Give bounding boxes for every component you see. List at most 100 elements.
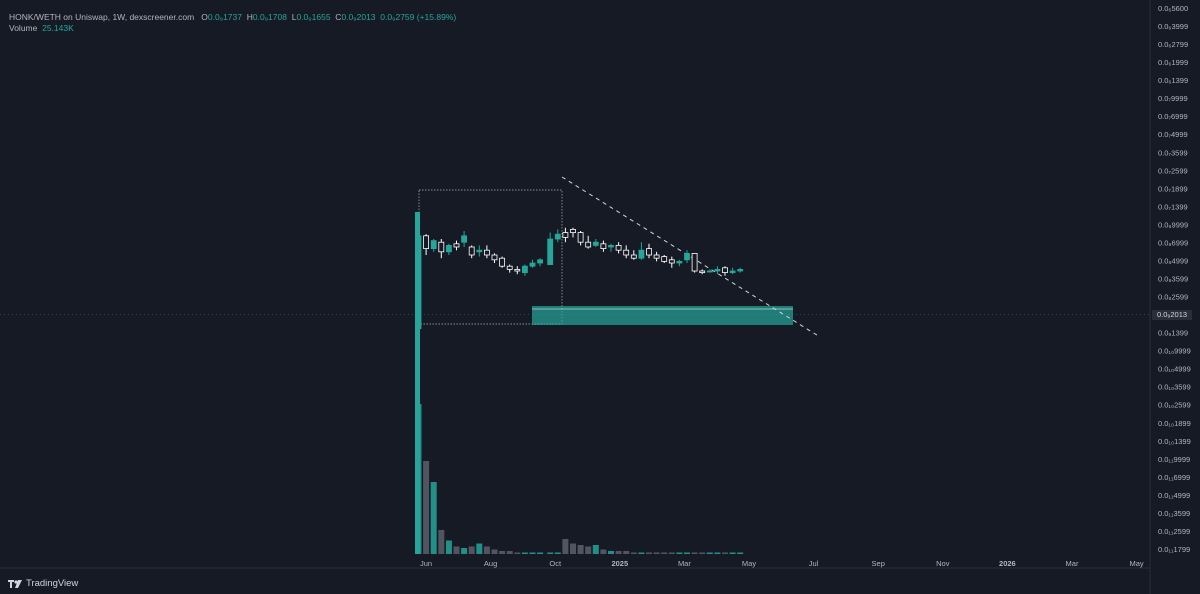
candle-body — [537, 259, 543, 264]
price-tick-label: 0.0₆5600 — [1158, 4, 1188, 13]
price-tick-label: 0.0₆1399 — [1158, 76, 1188, 85]
volume-bar — [483, 546, 490, 554]
price-tick-label: 0.0₁₁3599 — [1158, 509, 1190, 518]
volume-legend: Volume 25.143K — [9, 23, 74, 33]
volume-bar — [506, 551, 513, 554]
candle-body — [483, 249, 490, 256]
candle-body — [714, 268, 721, 272]
volume-bar — [562, 539, 569, 554]
volume-bar — [445, 540, 452, 554]
drawings — [418, 176, 821, 338]
candle-body — [699, 270, 706, 274]
candle-body — [445, 244, 452, 253]
low-value: 0.0₉1655 — [296, 12, 331, 22]
candle-body — [499, 257, 506, 267]
price-tick-label: 0.0₁₀3599 — [1158, 383, 1191, 392]
price-tick-label: 0.0₁₁2599 — [1158, 527, 1190, 536]
descending-trendline[interactable] — [561, 176, 821, 338]
symbol-title: HONK/WETH on Uniswap, 1W, dexscreener.co… — [9, 12, 195, 22]
close-value: 0.0₉2013 — [341, 12, 376, 22]
price-tick-label: 0.0₁₀2599 — [1158, 401, 1191, 410]
low-label: L — [291, 12, 297, 22]
volume-bar — [630, 552, 637, 554]
volume-bar — [461, 548, 468, 554]
volume-bar — [453, 546, 460, 554]
volume-bar — [554, 552, 561, 554]
candle-body — [453, 243, 460, 248]
candle-body — [430, 240, 437, 250]
volume-bar — [537, 552, 544, 554]
volume-bar — [423, 461, 430, 554]
volume-bar — [699, 552, 706, 554]
candle-body — [729, 270, 736, 274]
volume-bar — [438, 530, 445, 554]
candle-body — [491, 254, 498, 261]
support-zone[interactable] — [532, 306, 793, 325]
candle-body — [661, 256, 668, 262]
price-tick-label: 0.0₈2599 — [1158, 293, 1188, 302]
price-axis[interactable]: 0.0₆5600 0.0₆3999 0.0₆2799 0.0₆1999 0.0₆1399… — [1158, 4, 1191, 554]
price-tick-label: 0.0₁₁4999 — [1158, 491, 1190, 500]
time-tick-label: Nov — [936, 559, 950, 568]
candle-body — [423, 235, 430, 250]
price-tick-label: 0.0₁₁1799 — [1158, 545, 1190, 554]
candle-body — [468, 246, 475, 256]
volume-bar — [570, 543, 576, 554]
volume-bar — [608, 551, 614, 554]
volume-bar — [623, 551, 630, 554]
volume-bar — [529, 552, 536, 554]
volume-bar — [491, 549, 498, 554]
price-tick-label: 0.0₁₁9999 — [1158, 455, 1190, 464]
candle-body — [529, 262, 536, 267]
price-tick-label: 0.0₉1399 — [1158, 329, 1188, 338]
candle-body — [461, 235, 468, 243]
volume-bar — [737, 552, 744, 554]
candle-body — [577, 232, 584, 243]
price-tick-label: 0.0₈3599 — [1158, 275, 1188, 284]
last-price-tag: 0.0₉2013 — [1152, 309, 1192, 320]
volume-bar — [577, 545, 584, 554]
volume-bar — [592, 545, 599, 554]
time-tick-label: Aug — [484, 559, 497, 568]
grid — [0, 0, 1151, 594]
volume-bar — [600, 549, 607, 554]
candle-body — [514, 268, 521, 272]
tradingview-icon — [8, 579, 22, 588]
price-tick-label: 0.0₁₁6999 — [1158, 473, 1190, 482]
candle-body — [570, 228, 576, 233]
candle-body — [722, 267, 728, 273]
brand-label: TradingView — [26, 578, 79, 589]
candle-body — [592, 241, 599, 246]
candle-body — [623, 249, 630, 256]
price-tick-label: 0.0₈9999 — [1158, 220, 1188, 229]
candle-body — [476, 249, 483, 253]
time-tick-label: Mar — [678, 559, 691, 568]
price-tick-label: 0.0₇6999 — [1158, 112, 1188, 121]
price-tick-label: 0.0₆1999 — [1158, 58, 1188, 67]
volume-bar — [653, 552, 660, 554]
time-axis[interactable]: Jun Aug Oct 2025 Mar May Jul Sep Nov 2026 Mar May — [420, 559, 1144, 568]
candle-body — [547, 238, 554, 266]
volume-bar — [676, 552, 683, 554]
price-tick-label: 0.0₇1399 — [1158, 202, 1188, 211]
candle-body — [415, 212, 420, 554]
range-box[interactable] — [418, 189, 563, 325]
volume-bar — [722, 552, 728, 554]
tradingview-logo[interactable]: TradingView — [8, 578, 78, 589]
candle-body — [630, 254, 637, 259]
price-tick-label: 0.0₇4999 — [1158, 130, 1188, 139]
price-tick-label: 0.0₁₀4999 — [1158, 365, 1191, 374]
volume-bar — [638, 552, 645, 554]
candle-body — [684, 252, 690, 261]
candle-body — [706, 270, 713, 273]
candle-body — [522, 265, 528, 274]
time-tick-label: May — [1130, 559, 1144, 568]
candle-body — [506, 265, 513, 270]
candle-body — [668, 259, 675, 264]
candle-body — [646, 248, 652, 256]
volume-value: 25.143K — [42, 23, 74, 33]
time-tick-label: Jun — [420, 559, 432, 568]
price-tick-label: 0.0₁₀1899 — [1158, 419, 1191, 428]
price-tick-label: 0.0₆2799 — [1158, 40, 1188, 49]
